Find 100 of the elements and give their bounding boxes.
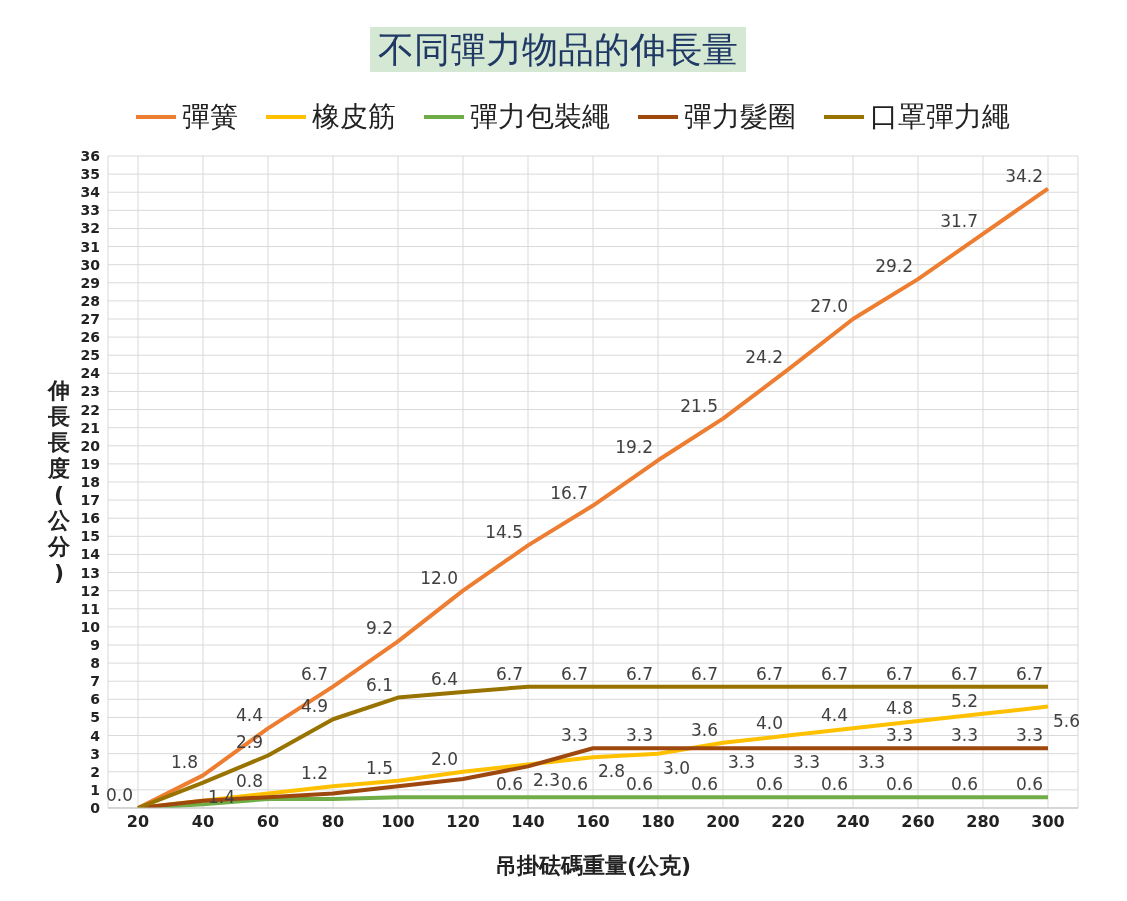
y-tick-label: 32 — [80, 220, 100, 237]
data-label: 3.6 — [690, 719, 718, 740]
x-tick-label: 100 — [381, 812, 415, 832]
data-label: 0.6 — [560, 774, 588, 795]
chart-title: 不同彈力物品的伸長量 — [370, 27, 746, 72]
y-tick-label: 15 — [80, 528, 100, 545]
y-tick-label: 19 — [80, 455, 100, 472]
data-label: 0.6 — [755, 774, 783, 795]
y-tick-label: 23 — [80, 383, 100, 400]
data-label: 3.3 — [950, 725, 978, 746]
data-label: 5.2 — [950, 690, 978, 711]
data-label: 3.3 — [560, 725, 588, 746]
data-label: 6.7 — [495, 663, 523, 684]
data-label: 6.7 — [625, 663, 653, 684]
data-label: 0.6 — [950, 774, 978, 795]
data-label: 1.2 — [300, 763, 328, 784]
data-label: 0.6 — [625, 774, 653, 795]
data-label: 0.6 — [885, 774, 913, 795]
data-label: 21.5 — [680, 395, 718, 416]
y-tick-label: 4 — [90, 727, 101, 744]
data-label: 6.7 — [300, 663, 328, 684]
data-label: 0.6 — [690, 774, 718, 795]
y-tick-label: 1 — [90, 781, 100, 798]
y-axis-title: 伸長長度(公分) — [46, 378, 71, 586]
data-label: 2.3 — [533, 770, 561, 791]
data-label: 9.2 — [365, 618, 393, 639]
y-tick-label: 8 — [90, 655, 100, 672]
x-tick-label: 240 — [836, 812, 870, 832]
data-label: 3.3 — [885, 725, 913, 746]
y-tick-label: 9 — [90, 636, 100, 653]
y-tick-label: 14 — [80, 546, 101, 563]
x-tick-label: 140 — [511, 812, 545, 832]
data-label: 12.0 — [420, 567, 458, 588]
x-tick-label: 120 — [446, 812, 480, 832]
x-tick-label: 220 — [771, 812, 805, 832]
x-tick-label: 200 — [706, 812, 740, 832]
data-label: 6.7 — [1015, 663, 1043, 684]
data-label: 6.1 — [365, 674, 393, 695]
y-tick-label: 35 — [80, 166, 100, 183]
y-tick-label: 20 — [80, 437, 101, 454]
legend-label: 橡皮筋 — [312, 99, 396, 135]
data-label: 6.7 — [690, 663, 718, 684]
y-tick-label: 5 — [90, 709, 100, 726]
data-label: 4.8 — [885, 698, 913, 719]
legend-label: 彈力包裝繩 — [470, 99, 610, 135]
data-label: 3.3 — [1015, 725, 1043, 746]
data-label: 6.7 — [885, 663, 913, 684]
data-label: 3.3 — [728, 752, 756, 773]
data-label: 4.4 — [820, 705, 848, 726]
x-tick-label: 20 — [126, 812, 150, 832]
data-label: 27.0 — [810, 296, 848, 316]
y-tick-label: 21 — [80, 419, 100, 436]
data-label: 24.2 — [745, 346, 783, 367]
y-tick-label: 18 — [80, 473, 100, 490]
legend-label: 彈簧 — [182, 99, 238, 135]
legend-label: 口罩彈力繩 — [870, 99, 1010, 135]
y-tick-label: 33 — [80, 202, 100, 219]
y-tick-label: 25 — [80, 347, 100, 364]
legend-label: 彈力髮圈 — [684, 99, 796, 135]
y-tick-label: 26 — [80, 329, 100, 346]
data-label: 6.7 — [755, 663, 783, 684]
y-tick-label: 11 — [80, 600, 100, 617]
y-tick-label: 16 — [80, 510, 100, 527]
y-tick-label: 36 — [80, 147, 100, 164]
x-tick-label: 60 — [256, 812, 280, 832]
x-tick-label: 160 — [576, 812, 610, 832]
y-tick-label: 3 — [90, 745, 100, 762]
y-tick-label: 22 — [80, 401, 100, 418]
data-label: 0.6 — [820, 774, 848, 795]
y-tick-label: 6 — [90, 691, 100, 708]
data-label: 16.7 — [550, 482, 588, 503]
data-label: 29.2 — [875, 256, 913, 277]
x-tick-label: 280 — [966, 812, 1000, 832]
data-label: 4.9 — [300, 696, 328, 717]
x-axis-title: 吊掛砝碼重量(公克) — [494, 853, 692, 878]
y-tick-label: 2 — [90, 763, 100, 780]
x-tick-label: 300 — [1031, 812, 1065, 832]
data-label: 4.0 — [755, 712, 783, 733]
data-label: 5.6 — [1053, 710, 1081, 731]
x-tick-label: 260 — [901, 812, 935, 832]
data-label: 14.5 — [485, 522, 523, 543]
y-tick-label: 30 — [80, 256, 101, 273]
y-tick-label: 0 — [90, 799, 101, 816]
data-label: 6.4 — [430, 669, 458, 690]
data-label: 0.6 — [1015, 774, 1043, 795]
y-tick-label: 10 — [80, 618, 101, 635]
data-label: 1.5 — [365, 757, 393, 778]
data-label: 1.4 — [208, 786, 236, 807]
data-label: 0.6 — [495, 774, 523, 795]
y-tick-label: 31 — [80, 238, 100, 255]
data-label: 3.3 — [793, 752, 821, 773]
line-series — [136, 186, 1050, 808]
data-label: 31.7 — [940, 210, 978, 231]
x-tick-label: 180 — [641, 812, 675, 832]
data-label: 6.7 — [820, 663, 848, 684]
y-tick-label: 13 — [80, 564, 100, 581]
y-tick-label: 34 — [80, 184, 101, 201]
data-label: 0.0 — [105, 785, 133, 805]
data-label: 2.8 — [598, 761, 626, 782]
data-label: 0.8 — [235, 770, 263, 791]
